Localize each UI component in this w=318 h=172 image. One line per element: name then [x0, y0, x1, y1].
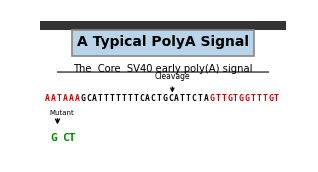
- Text: T: T: [251, 94, 255, 103]
- Text: T: T: [180, 94, 185, 103]
- Text: T: T: [215, 94, 220, 103]
- Text: G: G: [50, 133, 57, 143]
- Text: C: C: [86, 94, 91, 103]
- Text: T: T: [121, 94, 126, 103]
- Text: C: C: [139, 94, 144, 103]
- Text: G: G: [245, 94, 250, 103]
- Text: G: G: [210, 94, 214, 103]
- Text: A: A: [204, 94, 208, 103]
- Text: A: A: [45, 94, 50, 103]
- Text: G: G: [80, 94, 85, 103]
- Text: T: T: [274, 94, 279, 103]
- Text: T: T: [186, 94, 191, 103]
- Text: T: T: [262, 94, 267, 103]
- Text: T: T: [198, 94, 203, 103]
- Text: T: T: [157, 94, 162, 103]
- Text: T: T: [104, 94, 109, 103]
- Text: CT: CT: [62, 133, 76, 143]
- Text: A: A: [174, 94, 179, 103]
- Text: A: A: [74, 94, 80, 103]
- Text: G: G: [227, 94, 232, 103]
- Text: A: A: [92, 94, 97, 103]
- Text: C: C: [151, 94, 156, 103]
- Text: A: A: [51, 94, 56, 103]
- Text: A: A: [63, 94, 68, 103]
- Text: G: G: [162, 94, 167, 103]
- Text: T: T: [233, 94, 238, 103]
- Text: C: C: [168, 94, 173, 103]
- Text: C: C: [192, 94, 197, 103]
- Text: T: T: [256, 94, 261, 103]
- Text: G: G: [239, 94, 244, 103]
- Text: A Typical PolyA Signal: A Typical PolyA Signal: [77, 35, 249, 50]
- Text: T: T: [110, 94, 114, 103]
- Text: G: G: [268, 94, 273, 103]
- Text: T: T: [98, 94, 103, 103]
- Text: T: T: [133, 94, 138, 103]
- Text: T: T: [57, 94, 62, 103]
- Text: T: T: [221, 94, 226, 103]
- FancyBboxPatch shape: [40, 21, 286, 30]
- Text: Cleavage: Cleavage: [155, 72, 190, 81]
- Text: The  Core  SV40 early poly(A) signal: The Core SV40 early poly(A) signal: [73, 64, 253, 74]
- Text: A: A: [69, 94, 73, 103]
- Text: A: A: [145, 94, 150, 103]
- Text: T: T: [127, 94, 132, 103]
- FancyBboxPatch shape: [72, 30, 254, 56]
- Text: T: T: [115, 94, 121, 103]
- Text: Mutant: Mutant: [49, 110, 74, 116]
